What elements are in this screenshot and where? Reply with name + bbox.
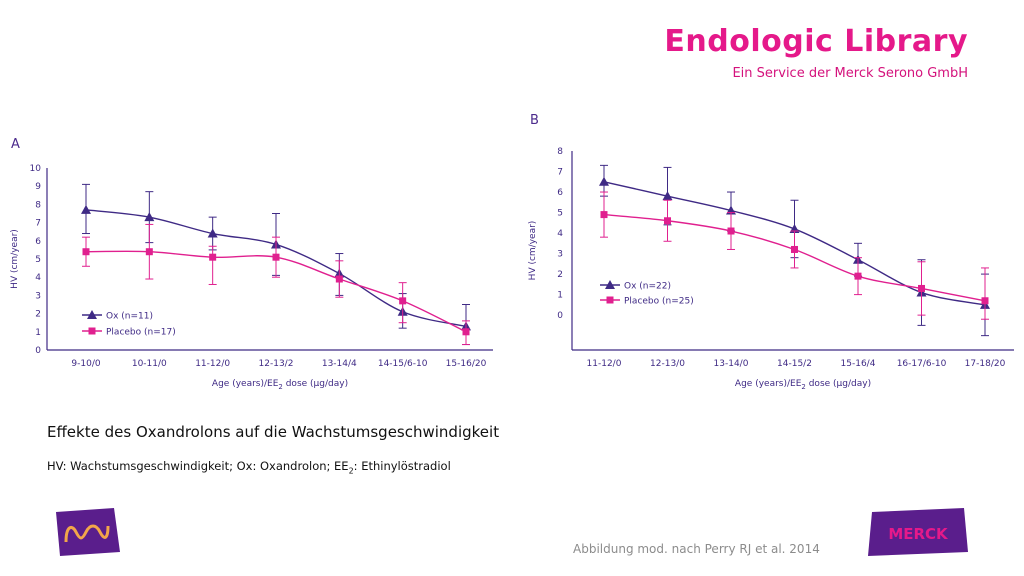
chart-a-x-tick-label: 10-11/0 [132, 359, 167, 369]
chart-b-series-placebo-point [791, 245, 798, 253]
logo-right-text: MERCK [888, 525, 949, 543]
chart-b-x-axis-label: Age (years)/EE2 dose (µg/day) [735, 379, 871, 391]
chart-a-series-ox-point [144, 212, 155, 222]
caption-abbrev-pre: HV: Wachstumsgeschwindigkeit; Ox: Oxandr… [47, 459, 349, 473]
logo-left-background [56, 508, 120, 556]
chart-b-series-placebo-point [600, 211, 608, 219]
chart-a-series-placebo-point [462, 328, 470, 336]
chart-a-series-ox-point [207, 228, 218, 238]
chart-a-series-placebo-point [82, 248, 90, 256]
chart-b-x-tick-label: 13-14/0 [714, 359, 749, 369]
chart-b-y-tick-label: 0 [557, 311, 563, 321]
chart-a-y-axis-label: HV (cm/year) [10, 229, 20, 289]
chart-b-y-tick-label: 6 [557, 188, 563, 198]
chart-a-series-placebo-legend-label: Placebo (n=17) [106, 328, 176, 338]
chart-b-x-tick-label: 15-16/4 [841, 359, 876, 369]
chart-b-x-axis-label-rest: dose (µg/day) [806, 379, 871, 389]
chart-a-series-ox-legend-marker [87, 310, 97, 319]
chart-b-x-tick-label: 17-18/20 [965, 359, 1006, 369]
chart-a-y-tick-label: 10 [30, 164, 42, 174]
chart-a-series-placebo-point [209, 253, 217, 261]
chart-a-series-placebo-point [272, 253, 280, 261]
chart-b-series-ox-point [599, 176, 609, 186]
chart-a-x-axis-label-main: Age (years)/EE [212, 379, 279, 389]
chart-a-y-tick-label: 5 [35, 255, 41, 265]
chart-b-x-axis-label-main: Age (years)/EE [735, 379, 802, 389]
chart-a-y-tick-label: 9 [35, 182, 41, 192]
caption-abbreviations: HV: Wachstumsgeschwindigkeit; Ox: Oxandr… [47, 459, 451, 475]
caption-title: Effekte des Oxandrolons auf die Wachstum… [47, 423, 500, 441]
chart-b-group: 0 1 2 3 4 5 6 7 8 11-12/0 12-13/0 13-14/0 14-15/2 15-… [528, 147, 1014, 391]
caption-abbrev-post: : Ethinylöstradiol [353, 459, 451, 473]
chart-a-x-tick-label: 13-14/4 [322, 359, 357, 369]
chart-b-x-tick-label: 14-15/2 [777, 359, 812, 369]
chart-b-series-ox-legend-marker [605, 280, 615, 289]
chart-b-y-tick-label: 4 [557, 229, 563, 239]
merck-wordmark-logo: MERCK [868, 508, 968, 556]
logo-right-background [868, 508, 968, 556]
chart-b-series-ox-point [662, 191, 673, 201]
chart-b-x-tick-label: 11-12/0 [587, 359, 622, 369]
chart-b-series-placebo-legend-label: Placebo (n=25) [624, 297, 694, 307]
chart-b-x-tick-label: 16-17/6-10 [897, 359, 947, 369]
chart-a-series-placebo-point [335, 275, 343, 283]
chart-a-series-ox-legend-label: Ox (n=11) [106, 312, 153, 322]
panel-label-b: B [530, 113, 539, 128]
chart-b-y-tick-label: 1 [557, 291, 563, 301]
caption-abbrev-sub: 2 [348, 466, 354, 476]
chart-a-x-tick-label: 15-16/20 [446, 359, 487, 369]
chart-a-y-tick-label: 1 [35, 328, 41, 338]
chart-a-y-tick-label: 3 [35, 291, 41, 301]
chart-a-y-tick-label: 8 [35, 200, 41, 210]
chart-b-x-axis-label-sub: 2 [801, 383, 805, 391]
chart-b-y-tick-label: 7 [557, 168, 563, 178]
chart-b-x-tick-label: 12-13/0 [650, 359, 685, 369]
chart-a-x-axis-label-sub: 2 [278, 383, 282, 391]
chart-a-group: 0 1 2 3 4 5 6 7 8 9 10 9-10/0 10-11/0 11-12/0 12-13/2 1… [10, 164, 493, 391]
source-footnote: Abbildung mod. nach Perry RJ et al. 2014 [573, 542, 820, 556]
chart-a-series-placebo-legend-marker [88, 327, 96, 335]
chart-b-series-placebo-point [727, 227, 735, 235]
chart-a-x-axis-label: Age (years)/EE2 dose (µg/day) [212, 379, 348, 391]
chart-a-x-axis-label-rest: dose (µg/day) [283, 379, 348, 389]
chart-a-y-tick-label: 2 [35, 310, 41, 320]
logo-left-mark [64, 524, 110, 543]
chart-a-x-tick-label: 12-13/2 [259, 359, 294, 369]
chart-a-series-placebo-point [145, 248, 153, 256]
chart-a-x-tick-label: 11-12/0 [195, 359, 230, 369]
chart-b-y-tick-label: 8 [557, 147, 563, 157]
chart-a-series-ox-point [81, 204, 91, 214]
chart-a-y-tick-label: 6 [35, 237, 41, 247]
brand-subtitle: Ein Service der Merck Serono GmbH [732, 66, 968, 81]
panel-label-a: A [11, 137, 20, 152]
chart-b-y-axis-label: HV (cm/year) [528, 221, 538, 281]
chart-b-series-placebo-point [664, 217, 671, 225]
chart-a-y-tick-label: 7 [35, 219, 41, 229]
chart-b-y-tick-label: 2 [557, 270, 563, 280]
chart-a-y-tick-label: 0 [35, 346, 41, 356]
chart-a-series-placebo-point [399, 297, 407, 305]
chart-b-series-placebo-point [854, 272, 862, 280]
brand-title: Endologic Library [664, 24, 968, 59]
chart-b-series-ox-legend-label: Ox (n=22) [624, 282, 671, 292]
merck-m-logo [56, 508, 120, 556]
chart-a-y-tick-label: 4 [35, 273, 41, 283]
chart-a-x-tick-label: 14-15/6-10 [378, 359, 428, 369]
chart-b-series-placebo-point [918, 284, 925, 292]
chart-b-y-tick-label: 5 [557, 209, 563, 219]
chart-a-x-tick-label: 9-10/0 [71, 359, 100, 369]
chart-b-y-tick-label: 3 [557, 250, 563, 260]
chart-b-series-placebo-legend-marker [606, 296, 614, 304]
chart-b-series-placebo-point [981, 297, 989, 305]
